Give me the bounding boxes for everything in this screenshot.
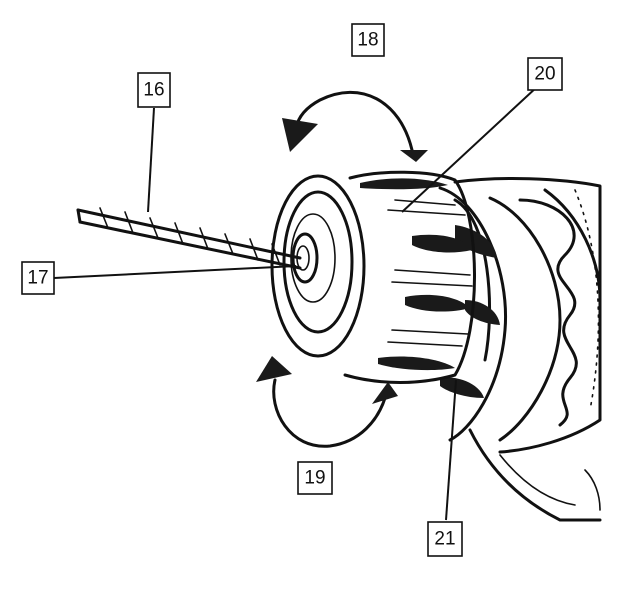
svg-text:16: 16	[143, 80, 164, 101]
drill-body	[453, 177, 602, 522]
callout-16: 16	[137, 72, 171, 108]
svg-text:20: 20	[534, 64, 555, 85]
chuck-sleeve	[343, 170, 476, 384]
callout-21: 21	[427, 521, 463, 557]
leader-17	[53, 265, 297, 279]
leader-21	[445, 379, 457, 521]
rotation-arrow-loosen	[256, 356, 398, 448]
svg-text:19: 19	[304, 468, 325, 489]
leader-16	[147, 107, 155, 213]
callout-19: 19	[297, 461, 333, 495]
svg-text:18: 18	[357, 30, 378, 51]
callout-20: 20	[527, 57, 563, 91]
callout-17: 17	[21, 261, 55, 295]
rear-collar	[438, 186, 508, 442]
drill-bit	[76, 207, 302, 270]
rotation-arrow-tighten	[282, 90, 428, 162]
svg-text:21: 21	[434, 529, 455, 550]
callout-18: 18	[351, 23, 385, 57]
svg-text:17: 17	[27, 268, 48, 289]
leader-20	[401, 85, 539, 213]
grip-wave	[518, 198, 578, 427]
